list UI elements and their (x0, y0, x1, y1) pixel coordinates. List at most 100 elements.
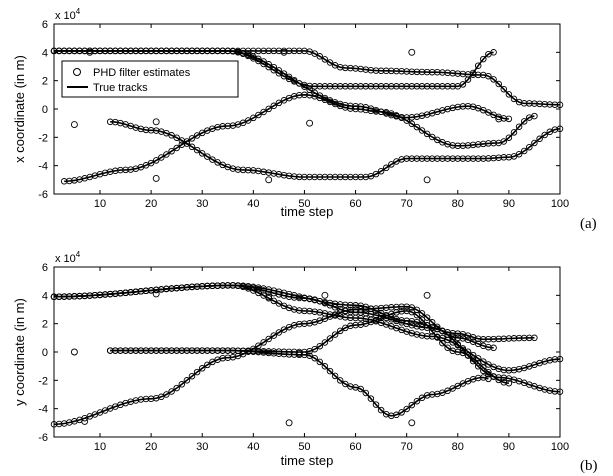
estimate-point (459, 349, 467, 357)
estimate-point (551, 356, 559, 363)
estimate-point (163, 391, 170, 398)
x-tick-label: 70 (401, 441, 413, 453)
estimate-point (377, 309, 385, 317)
estimate-point (536, 135, 543, 143)
estimate-point (219, 354, 226, 362)
estimate-point (112, 347, 119, 354)
estimate-point (444, 83, 451, 90)
estimate-point (280, 326, 288, 333)
estimate-point (459, 70, 467, 78)
estimate-point (193, 347, 201, 354)
estimate-point (55, 420, 63, 428)
y-tick-label: 0 (42, 347, 48, 359)
estimate-point (377, 304, 385, 312)
estimate-point (321, 56, 329, 63)
estimate-point (459, 155, 467, 162)
estimate-point (270, 66, 278, 74)
estimate-point (500, 366, 508, 374)
clutter-estimate-point (423, 176, 431, 184)
estimate-point (510, 129, 518, 136)
estimate-point (342, 64, 349, 72)
x-tick-label: 60 (349, 441, 361, 453)
estimate-point (275, 350, 283, 357)
estimate-point (147, 159, 155, 167)
estimate-point (434, 334, 441, 341)
estimate-point (500, 138, 508, 145)
estimate-point (428, 328, 436, 335)
estimate-point (96, 47, 104, 55)
estimate-point (408, 120, 416, 128)
estimate-point (408, 83, 416, 90)
estimate-point (439, 327, 446, 335)
estimate-point (495, 376, 502, 384)
estimate-point (244, 117, 252, 124)
estimate-point (469, 141, 477, 149)
estimate-point (531, 334, 538, 342)
estimate-point (449, 142, 456, 149)
estimate-point (423, 130, 431, 138)
estimate-point (367, 66, 375, 74)
estimate-point (393, 411, 400, 419)
estimate-point (55, 47, 63, 55)
estimate-point (198, 47, 206, 55)
estimate-point (198, 150, 206, 157)
estimate-point (382, 83, 390, 90)
estimate-point (418, 68, 426, 76)
x-tick-label: 40 (247, 198, 259, 210)
estimate-point (244, 283, 252, 290)
estimate-point (280, 70, 288, 77)
y-tick-label: -2 (38, 132, 48, 144)
estimate-point (352, 102, 359, 110)
x-tick-label: 60 (349, 198, 361, 210)
estimate-point (316, 358, 324, 366)
estimate-point (428, 319, 436, 326)
estimate-point (464, 142, 472, 149)
estimate-point (198, 129, 206, 137)
estimate-point (132, 47, 140, 55)
estimate-point (188, 372, 196, 380)
estimate-point (280, 350, 288, 358)
estimate-point (91, 291, 99, 299)
y-tick-label: -6 (38, 432, 48, 444)
estimate-point (219, 282, 226, 289)
estimate-point (408, 401, 416, 409)
estimate-point (265, 349, 272, 357)
estimate-point (474, 155, 482, 162)
estimate-point (485, 109, 492, 116)
estimate-point (106, 47, 114, 55)
estimate-point (168, 147, 175, 155)
estimate-point (250, 348, 257, 355)
estimate-point (444, 387, 451, 395)
estimate-point (311, 83, 318, 90)
estimate-point (505, 367, 513, 374)
estimate-point (260, 349, 267, 356)
estimate-point (270, 350, 278, 357)
estimate-point (469, 69, 477, 77)
estimate-point (152, 286, 160, 294)
estimate-point (260, 58, 267, 65)
legend: PHD filter estimates True tracks (61, 60, 239, 98)
estimate-point (449, 155, 456, 162)
estimate-point (464, 351, 472, 359)
estimate-point (541, 100, 548, 108)
estimate-point (296, 91, 303, 99)
estimate-point (326, 173, 334, 181)
estimate-point (127, 347, 134, 354)
clutter-estimate-point (285, 419, 293, 427)
y-tick-label: 6 (42, 19, 48, 31)
estimate-point (398, 308, 405, 315)
estimate-point (388, 83, 395, 90)
x-tick-label: 100 (551, 441, 569, 453)
estimate-point (331, 173, 339, 181)
estimate-point (290, 351, 298, 358)
estimate-point (336, 327, 344, 335)
estimate-point (152, 157, 160, 164)
estimate-point (382, 164, 390, 172)
estimate-point (408, 68, 416, 75)
estimate-point (403, 117, 410, 124)
estimate-point (480, 155, 487, 162)
estimate-point (531, 112, 538, 120)
clutter-estimate-point (70, 121, 78, 129)
true-track-line-4 (53, 305, 494, 426)
estimate-point (469, 355, 477, 362)
